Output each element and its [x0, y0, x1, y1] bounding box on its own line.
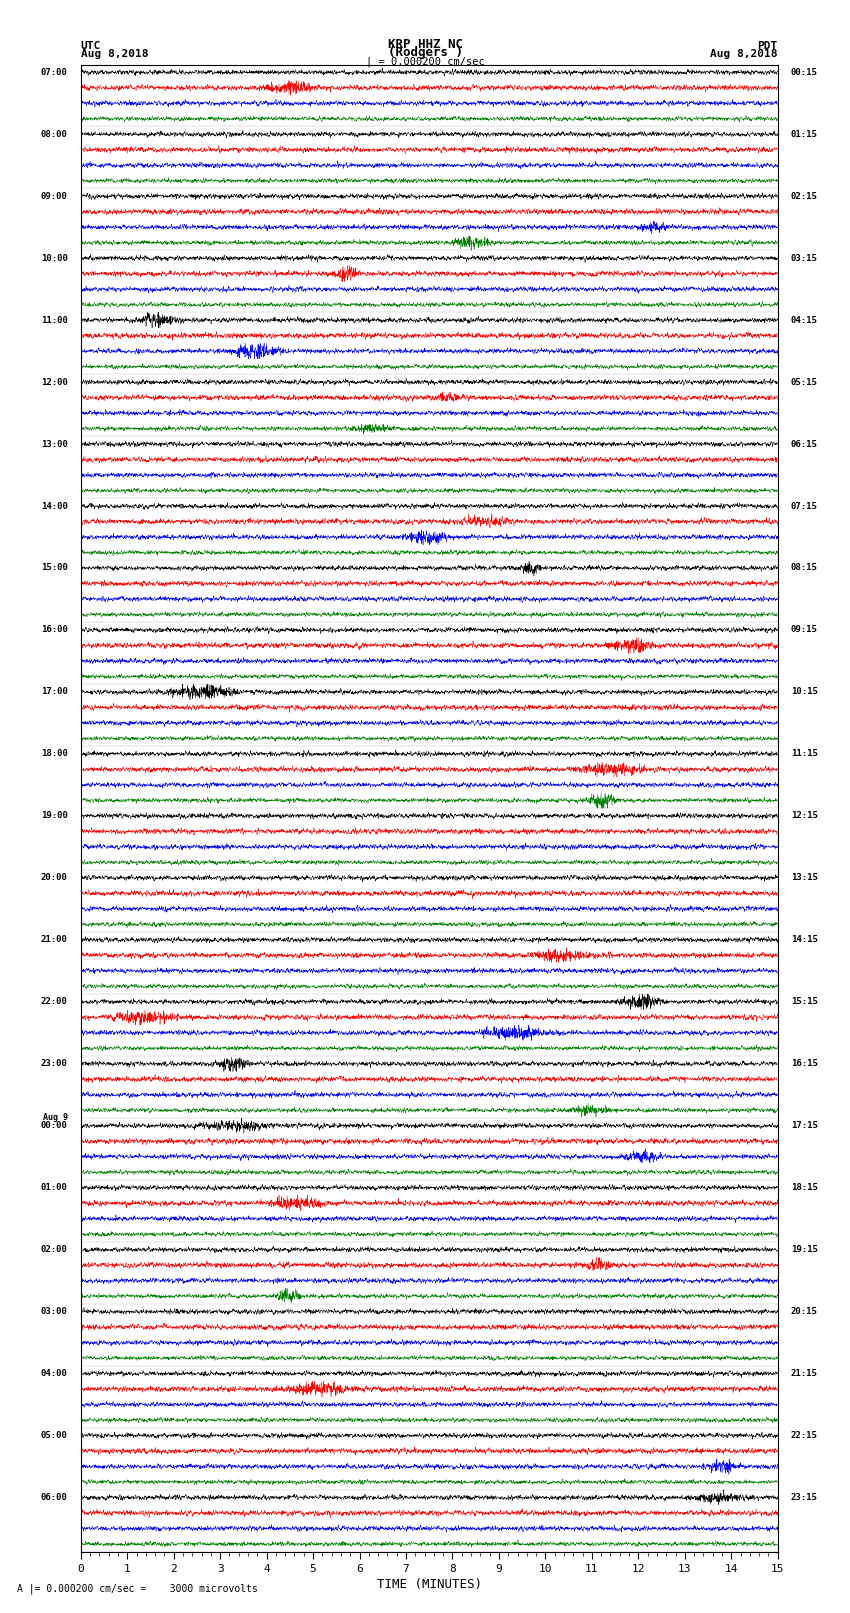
Text: 13:15: 13:15 — [790, 873, 818, 882]
Text: 23:15: 23:15 — [790, 1494, 818, 1502]
Text: 16:00: 16:00 — [41, 626, 68, 634]
Text: 06:15: 06:15 — [790, 440, 818, 448]
Text: 06:00: 06:00 — [41, 1494, 68, 1502]
Text: 09:00: 09:00 — [41, 192, 68, 200]
Text: 02:15: 02:15 — [790, 192, 818, 200]
Text: 05:00: 05:00 — [41, 1431, 68, 1440]
Text: 10:00: 10:00 — [41, 253, 68, 263]
Text: 03:15: 03:15 — [790, 253, 818, 263]
Text: 03:00: 03:00 — [41, 1307, 68, 1316]
Text: 07:15: 07:15 — [790, 502, 818, 511]
Text: 13:00: 13:00 — [41, 440, 68, 448]
Text: 19:15: 19:15 — [790, 1245, 818, 1255]
Text: 07:00: 07:00 — [41, 68, 68, 77]
Text: KRP HHZ NC: KRP HHZ NC — [388, 37, 462, 50]
Text: 23:00: 23:00 — [41, 1060, 68, 1068]
Text: 05:15: 05:15 — [790, 377, 818, 387]
Text: 08:15: 08:15 — [790, 563, 818, 573]
Text: 21:15: 21:15 — [790, 1369, 818, 1378]
Text: 00:00: 00:00 — [41, 1121, 68, 1131]
Text: 17:15: 17:15 — [790, 1121, 818, 1131]
Text: 16:15: 16:15 — [790, 1060, 818, 1068]
Text: 22:15: 22:15 — [790, 1431, 818, 1440]
Text: 20:15: 20:15 — [790, 1307, 818, 1316]
Text: 11:00: 11:00 — [41, 316, 68, 324]
Text: 12:00: 12:00 — [41, 377, 68, 387]
Text: | = 0.000200 cm/sec: | = 0.000200 cm/sec — [366, 56, 484, 66]
Text: 14:15: 14:15 — [790, 936, 818, 944]
Text: 21:00: 21:00 — [41, 936, 68, 944]
Text: 09:15: 09:15 — [790, 626, 818, 634]
Text: 18:15: 18:15 — [790, 1184, 818, 1192]
Text: 01:00: 01:00 — [41, 1184, 68, 1192]
Text: 12:15: 12:15 — [790, 811, 818, 821]
Text: Aug 9: Aug 9 — [42, 1113, 68, 1123]
Text: Aug 8,2018: Aug 8,2018 — [711, 48, 778, 58]
Text: 18:00: 18:00 — [41, 750, 68, 758]
Text: 08:00: 08:00 — [41, 129, 68, 139]
X-axis label: TIME (MINUTES): TIME (MINUTES) — [377, 1578, 482, 1590]
Text: 14:00: 14:00 — [41, 502, 68, 511]
Text: 17:00: 17:00 — [41, 687, 68, 697]
Text: 15:00: 15:00 — [41, 563, 68, 573]
Text: 10:15: 10:15 — [790, 687, 818, 697]
Text: (Rodgers ): (Rodgers ) — [388, 45, 462, 58]
Text: UTC: UTC — [81, 40, 101, 50]
Text: 01:15: 01:15 — [790, 129, 818, 139]
Text: 04:00: 04:00 — [41, 1369, 68, 1378]
Text: A |= 0.000200 cm/sec =    3000 microvolts: A |= 0.000200 cm/sec = 3000 microvolts — [17, 1582, 258, 1594]
Text: 20:00: 20:00 — [41, 873, 68, 882]
Text: 00:15: 00:15 — [790, 68, 818, 77]
Text: 22:00: 22:00 — [41, 997, 68, 1007]
Text: PDT: PDT — [757, 40, 778, 50]
Text: Aug 8,2018: Aug 8,2018 — [81, 48, 148, 58]
Text: 02:00: 02:00 — [41, 1245, 68, 1255]
Text: 19:00: 19:00 — [41, 811, 68, 821]
Text: 04:15: 04:15 — [790, 316, 818, 324]
Text: 15:15: 15:15 — [790, 997, 818, 1007]
Text: 11:15: 11:15 — [790, 750, 818, 758]
